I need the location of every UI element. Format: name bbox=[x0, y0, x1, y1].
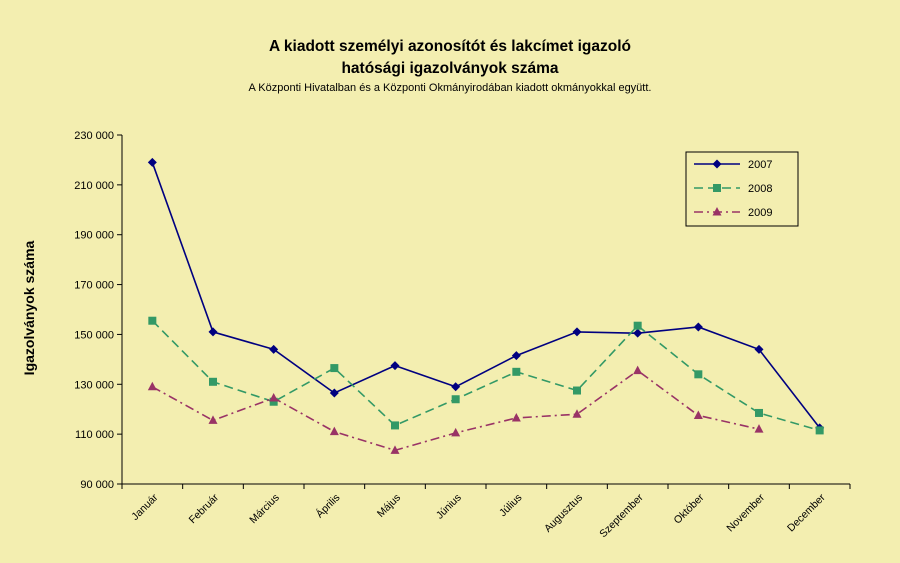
x-tick-label: Február bbox=[187, 491, 222, 526]
data-point-2009 bbox=[511, 412, 521, 422]
legend-label: 2007 bbox=[748, 159, 772, 171]
x-tick-label: Június bbox=[434, 492, 464, 522]
data-point-2008 bbox=[148, 316, 157, 325]
y-tick-label: 110 000 bbox=[75, 429, 114, 441]
x-tick-label: December bbox=[785, 491, 828, 534]
y-tick-label: 90 000 bbox=[80, 479, 114, 491]
series-2007 bbox=[147, 157, 825, 433]
data-point-2007 bbox=[572, 327, 582, 337]
data-point-2009 bbox=[390, 445, 400, 454]
legend-entry-2009: 2009 bbox=[694, 207, 772, 219]
data-point-2009 bbox=[269, 392, 279, 402]
y-tick-label: 230 000 bbox=[74, 130, 114, 142]
data-point-2009 bbox=[147, 381, 157, 391]
x-tick-label: Július bbox=[497, 492, 524, 519]
data-point-2008 bbox=[330, 364, 339, 373]
chart-title-line1: A kiadott személyi azonosítót és lakcíme… bbox=[269, 38, 631, 55]
legend: 2007 2008 2009 bbox=[685, 151, 799, 227]
x-tick-label: Május bbox=[375, 492, 403, 520]
data-point-2007 bbox=[269, 344, 279, 354]
data-point-2009 bbox=[633, 365, 643, 375]
legend-box bbox=[685, 151, 799, 227]
legend-label: 2008 bbox=[748, 183, 772, 195]
data-point-2009 bbox=[451, 427, 461, 437]
data-point-2007 bbox=[147, 157, 157, 167]
y-tick-label: 130 000 bbox=[74, 379, 114, 391]
data-point-2007 bbox=[511, 351, 521, 361]
data-point-2008 bbox=[815, 426, 824, 435]
data-point-2009 bbox=[208, 415, 218, 424]
data-point-2007 bbox=[208, 327, 218, 337]
data-point-2008 bbox=[694, 370, 703, 379]
data-point-2008 bbox=[755, 408, 763, 417]
legend-marker bbox=[712, 207, 722, 216]
data-point-2009 bbox=[572, 409, 582, 418]
data-point-2008 bbox=[633, 321, 642, 330]
x-tick-label: Március bbox=[247, 492, 281, 526]
legend-marker bbox=[713, 184, 721, 192]
legend-entry-2008: 2008 bbox=[694, 183, 772, 195]
data-point-2007 bbox=[451, 382, 461, 392]
data-point-2008 bbox=[573, 386, 581, 395]
data-point-2007 bbox=[633, 328, 643, 338]
axes: 90 000 110 000 130 000 150 000 170 000 190 00… bbox=[74, 130, 851, 540]
y-axis-label: Igazolványok száma bbox=[21, 240, 37, 375]
legend-label: 2009 bbox=[748, 207, 772, 219]
y-tick-label: 150 000 bbox=[74, 329, 114, 341]
data-point-2008 bbox=[451, 395, 460, 404]
series-layer bbox=[147, 157, 825, 454]
y-tick-label: 190 000 bbox=[74, 230, 114, 242]
data-point-2008 bbox=[391, 421, 399, 430]
data-point-2007 bbox=[329, 388, 339, 398]
data-point-2009 bbox=[329, 426, 339, 436]
series-2009 bbox=[147, 365, 764, 454]
x-tick-label: Április bbox=[313, 491, 342, 520]
series-line-2008 bbox=[151, 320, 820, 432]
data-point-2008 bbox=[269, 397, 278, 406]
x-tick-label: Január bbox=[129, 491, 161, 523]
y-tick-label: 170 000 bbox=[74, 280, 114, 292]
data-point-2008 bbox=[209, 377, 217, 386]
y-tick-label: 210 000 bbox=[74, 180, 114, 192]
x-tick-label: Augusztus bbox=[542, 492, 585, 535]
data-point-2007 bbox=[390, 361, 400, 371]
chart-subtitle: A Központi Hivatalban és a Központi Okmá… bbox=[249, 82, 652, 94]
chart-title-line2: hatósági igazolványok száma bbox=[341, 60, 558, 77]
series-line-2007 bbox=[151, 162, 821, 429]
legend-entry-2007: 2007 bbox=[694, 159, 772, 171]
data-point-2009 bbox=[754, 424, 764, 433]
legend-marker bbox=[712, 159, 722, 169]
data-point-2007 bbox=[754, 344, 764, 354]
series-2008 bbox=[148, 316, 824, 435]
data-point-2008 bbox=[512, 367, 521, 376]
x-tick-label: Október bbox=[672, 491, 707, 526]
x-tick-label: November bbox=[724, 491, 767, 534]
data-point-2007 bbox=[693, 322, 703, 332]
data-point-2009 bbox=[693, 410, 703, 419]
x-tick-label: Szeptember bbox=[597, 491, 646, 540]
